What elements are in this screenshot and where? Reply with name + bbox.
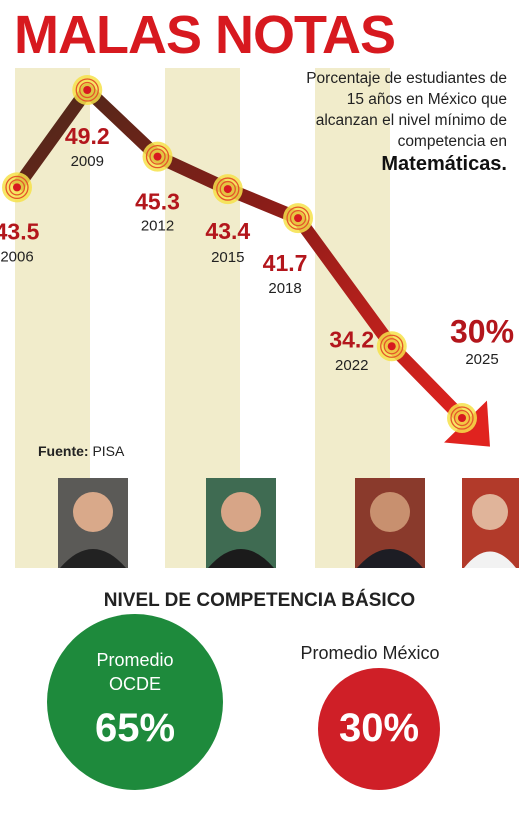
value-label: 30% bbox=[450, 313, 514, 349]
comparison-title: NIVEL DE COMPETENCIA BÁSICO bbox=[103, 590, 416, 611]
year-label: 2012 bbox=[141, 218, 174, 235]
year-label: 2006 bbox=[0, 248, 33, 265]
value-label: 45.3 bbox=[135, 189, 180, 215]
point-marker bbox=[142, 141, 173, 172]
face bbox=[370, 492, 410, 532]
source-note: Fuente: PISA bbox=[38, 443, 124, 459]
suit bbox=[60, 549, 126, 568]
suit bbox=[357, 549, 423, 568]
ring bbox=[5, 175, 29, 200]
point-marker bbox=[72, 75, 103, 105]
circle-value: 65% bbox=[94, 706, 176, 750]
year-label: 2025 bbox=[465, 351, 498, 368]
ring bbox=[223, 185, 232, 194]
trend-line bbox=[11, 83, 471, 427]
blouse bbox=[464, 551, 516, 568]
face bbox=[73, 492, 113, 532]
point-marker bbox=[2, 172, 32, 203]
ring bbox=[383, 338, 400, 355]
value-label: 41.7 bbox=[263, 250, 308, 276]
subtitle: Porcentaje de estudiantes de 15 años en … bbox=[306, 70, 507, 150]
year-label: 2018 bbox=[268, 280, 301, 297]
ring bbox=[149, 148, 166, 165]
circle-value: 30% bbox=[338, 706, 420, 750]
subtitle-box: Porcentaje de estudiantes de 15 años en … bbox=[302, 68, 507, 175]
face bbox=[221, 492, 261, 532]
suit bbox=[208, 549, 274, 568]
point-marker bbox=[283, 203, 314, 234]
ring bbox=[13, 183, 21, 192]
ocde-circle: Promedio OCDE 65% bbox=[47, 614, 223, 790]
ring bbox=[453, 409, 471, 427]
title: MALAS NOTAS bbox=[14, 5, 396, 65]
source-label: Fuente: bbox=[38, 443, 89, 459]
portraits bbox=[58, 478, 519, 568]
ring bbox=[216, 177, 240, 201]
ring bbox=[380, 334, 404, 358]
point-marker bbox=[447, 403, 477, 433]
source: PISA bbox=[92, 443, 125, 459]
ring bbox=[219, 180, 236, 198]
ring bbox=[8, 179, 26, 196]
value-label: 43.4 bbox=[205, 218, 250, 244]
mexico-circle: 30% bbox=[318, 668, 440, 790]
ring bbox=[83, 86, 92, 94]
year-label: 2009 bbox=[71, 153, 104, 170]
value-label: 49.2 bbox=[65, 123, 110, 149]
point-marker bbox=[376, 331, 407, 362]
ring bbox=[75, 78, 99, 102]
ring bbox=[289, 209, 307, 227]
value-label: 34.2 bbox=[329, 326, 374, 352]
ring bbox=[450, 406, 474, 430]
year-label: 2015 bbox=[211, 249, 244, 266]
ring bbox=[294, 214, 303, 223]
ring bbox=[79, 81, 96, 99]
ring bbox=[145, 144, 170, 169]
plot: 43.5 2006 49.2 2009 45.3 2012 43.4 2015 41.7 2018… bbox=[0, 75, 514, 447]
point-marker bbox=[212, 174, 243, 205]
ring bbox=[153, 152, 162, 161]
ring bbox=[286, 206, 310, 230]
mexico-label: Promedio México bbox=[300, 643, 440, 663]
subtitle-emphasis: Matemáticas. bbox=[381, 153, 507, 175]
face bbox=[472, 494, 508, 530]
year-label: 2022 bbox=[335, 357, 368, 374]
ring bbox=[458, 414, 466, 422]
value-label: 43.5 bbox=[0, 218, 40, 244]
ring bbox=[387, 342, 396, 351]
circle-label: Promedio OCDE bbox=[96, 650, 174, 694]
